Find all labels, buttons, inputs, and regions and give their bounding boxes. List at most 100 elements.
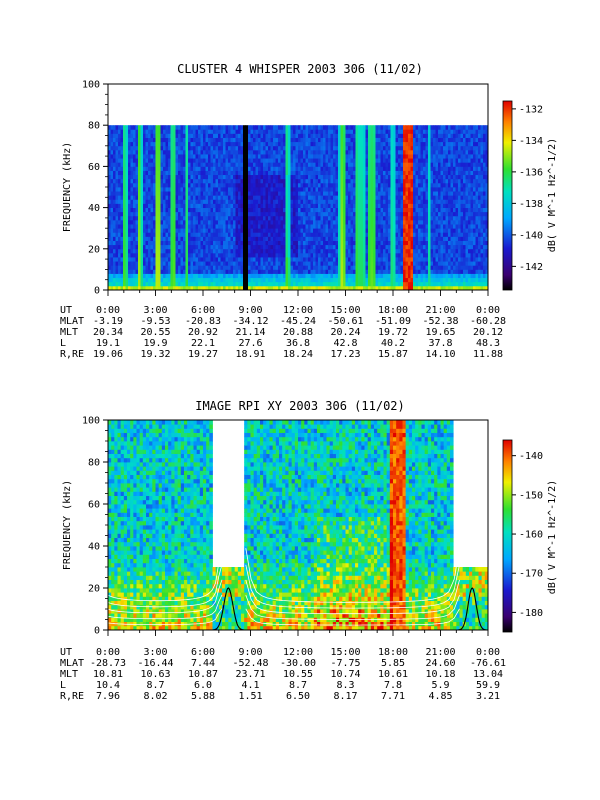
spectrogram-cell — [155, 211, 159, 217]
spectrogram-cell — [308, 162, 311, 167]
spectrogram-cell — [363, 158, 366, 163]
spectrogram-cell — [270, 158, 274, 163]
spectrogram-cell — [355, 137, 359, 143]
spectrogram-cell — [233, 207, 236, 213]
spectrogram-cell — [363, 285, 366, 291]
spectrogram-cell — [323, 240, 326, 246]
spectrogram-cell — [380, 236, 384, 241]
spectrogram-cell — [210, 133, 214, 138]
spectrogram-cell — [150, 149, 154, 155]
spectrogram-cell — [185, 207, 189, 213]
spectrogram-cell — [303, 228, 306, 233]
spectrogram-cell — [393, 166, 396, 171]
spectrogram-cell — [123, 261, 126, 266]
spectrogram-cell — [318, 137, 321, 143]
spectrogram-cell — [225, 265, 229, 270]
spectrogram-cell — [415, 162, 419, 167]
spectrogram-cell — [150, 182, 154, 188]
spectrogram-cell — [273, 203, 276, 208]
spectrogram-cell — [155, 137, 159, 143]
spectrogram-cell — [338, 273, 341, 279]
spectrogram-cell — [335, 199, 339, 204]
spectrogram-cell — [335, 232, 339, 237]
spectrogram-cell — [118, 170, 121, 176]
spectrogram-cell — [290, 191, 294, 196]
spectrogram-cell — [175, 228, 179, 233]
spectrogram-cell — [225, 195, 229, 200]
spectrogram-cell — [255, 228, 259, 233]
spectrogram-cell — [225, 158, 229, 163]
spectrogram-cell — [153, 273, 156, 279]
spectrogram-cell — [273, 191, 276, 196]
spectrogram-cell — [108, 170, 111, 176]
spectrogram-cell — [108, 137, 111, 143]
spectrogram-cell — [160, 203, 164, 208]
spectrogram-cell — [413, 133, 416, 138]
spectrogram-cell — [278, 240, 281, 246]
spectrogram-cell — [363, 257, 366, 262]
spectrogram-cell — [293, 219, 296, 225]
spectrogram-cell — [383, 170, 386, 176]
spectrogram-cell — [180, 203, 184, 208]
spectrogram-cell — [355, 187, 359, 192]
spectrogram-cell — [205, 187, 209, 192]
spectrogram-cell — [380, 133, 384, 138]
spectrogram-cell — [280, 252, 284, 258]
spectrogram-cell — [403, 125, 406, 130]
spectrogram-cell — [413, 269, 416, 274]
spectrogram-cell — [333, 252, 336, 258]
spectrogram-cell — [388, 154, 391, 159]
spectrogram-cell — [205, 145, 209, 151]
spectrogram-cell — [183, 170, 186, 176]
spectrogram-cell — [353, 236, 356, 241]
spectrogram-cell — [145, 178, 149, 184]
spectrogram-cell — [308, 215, 311, 221]
spectrogram-cell — [193, 261, 196, 266]
spectrogram-cell — [115, 211, 119, 217]
spectrogram-cell — [200, 178, 204, 184]
spectrogram-cell — [348, 285, 351, 291]
spectrogram-cell — [243, 170, 246, 176]
spectrogram-cell — [170, 240, 174, 246]
spectrogram-cell — [163, 257, 166, 262]
spectrogram-cell — [320, 252, 324, 258]
spectrogram-cell — [268, 207, 271, 213]
spectrogram-cell — [143, 273, 146, 279]
spectrogram-cell — [415, 195, 419, 200]
spectrogram-cell — [150, 261, 154, 266]
spectrogram-cell — [335, 273, 339, 279]
spectrogram-cell — [243, 232, 246, 237]
spectrogram-cell — [170, 178, 174, 184]
spectrogram-cell — [245, 211, 249, 217]
spectrogram-cell — [138, 240, 141, 246]
spectrogram-cell — [368, 125, 371, 130]
spectrogram-cell — [295, 277, 299, 283]
spectrogram-cell — [165, 141, 169, 147]
spectrogram-cell — [328, 252, 331, 258]
spectrogram-cell — [233, 162, 236, 167]
spectrogram-cell — [128, 219, 131, 225]
spectrogram-cell — [398, 166, 401, 171]
spectrogram-cell — [215, 174, 219, 180]
spectrogram-cell — [273, 174, 276, 180]
spectrogram-cell — [143, 199, 146, 204]
spectrogram-cell — [170, 145, 174, 151]
spectrogram-cell — [398, 149, 401, 155]
spectrogram-cell — [405, 182, 409, 188]
spectrogram-cell — [190, 215, 194, 221]
spectrogram-cell — [165, 129, 169, 134]
spectrogram-cell — [115, 232, 119, 237]
spectrogram-cell — [303, 277, 306, 283]
spectrogram-cell — [240, 273, 244, 279]
spectrogram-cell — [330, 129, 334, 134]
spectrogram-cell — [203, 252, 206, 258]
spectrogram-cell — [280, 166, 284, 171]
spectrogram-cell — [195, 265, 199, 270]
spectrogram-cell — [118, 137, 121, 143]
spectrogram-cell — [355, 273, 359, 279]
spectrogram-cell — [400, 162, 404, 167]
spectrogram-cell — [305, 137, 309, 143]
spectrogram-cell — [325, 257, 329, 262]
spectrogram-cell — [220, 211, 224, 217]
spectrogram-cell — [153, 145, 156, 151]
